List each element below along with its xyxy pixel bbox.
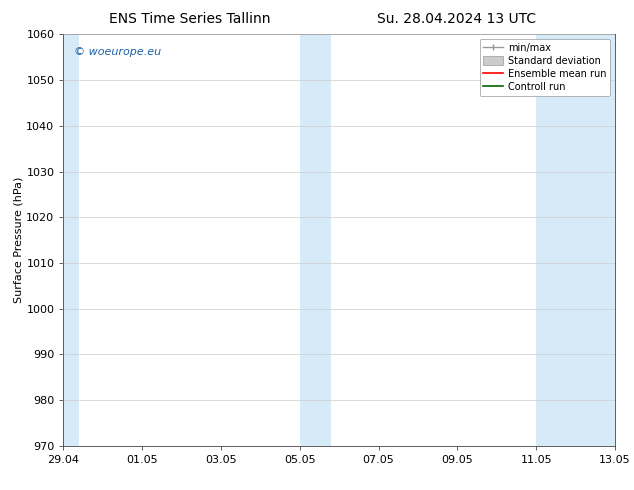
Bar: [63, 34, 79, 446]
Text: ENS Time Series Tallinn: ENS Time Series Tallinn: [110, 12, 271, 26]
Bar: [300, 34, 332, 446]
Text: Su. 28.04.2024 13 UTC: Su. 28.04.2024 13 UTC: [377, 12, 536, 26]
Legend: min/max, Standard deviation, Ensemble mean run, Controll run: min/max, Standard deviation, Ensemble me…: [479, 39, 610, 96]
Bar: [536, 34, 615, 446]
Y-axis label: Surface Pressure (hPa): Surface Pressure (hPa): [13, 177, 23, 303]
Text: © woeurope.eu: © woeurope.eu: [74, 47, 162, 57]
